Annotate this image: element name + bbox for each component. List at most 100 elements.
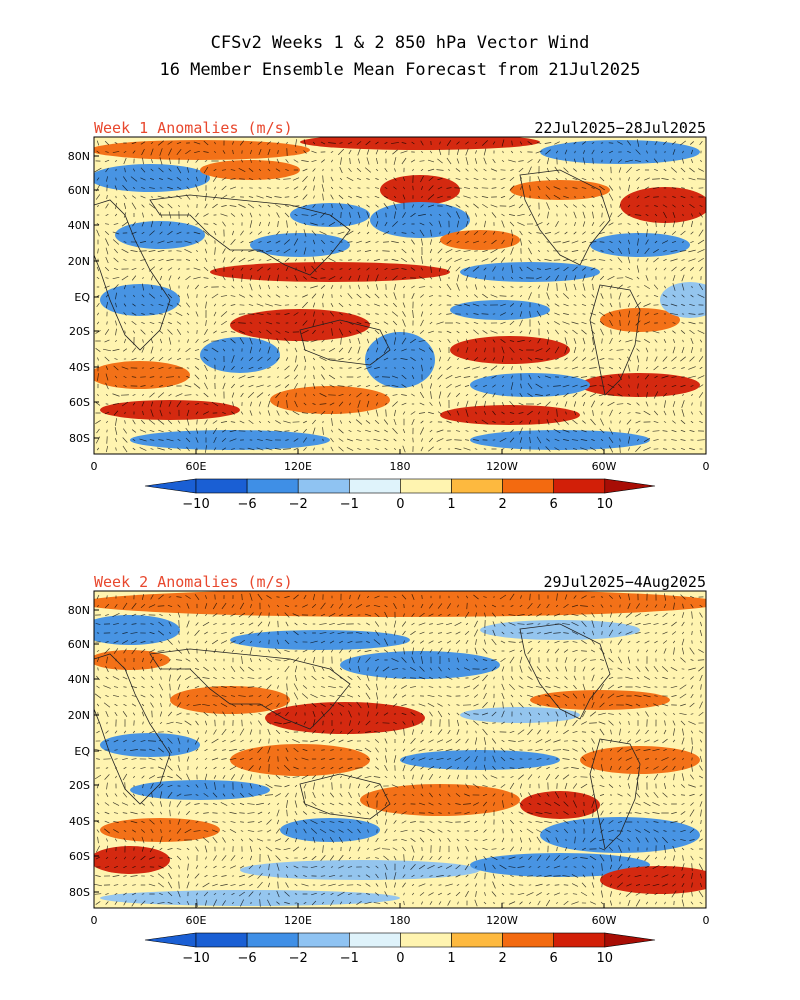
wind-vector <box>383 321 389 325</box>
wind-vector <box>303 222 307 226</box>
wind-vector <box>96 783 100 789</box>
wind-vector <box>340 157 342 165</box>
wind-vector <box>464 230 470 236</box>
wind-vector <box>285 187 289 189</box>
wind-vector <box>581 595 587 599</box>
wind-vector <box>366 304 370 306</box>
wind-vector <box>266 595 272 599</box>
wind-vector <box>366 338 370 344</box>
wind-vector <box>221 205 227 207</box>
wind-vector <box>437 186 443 190</box>
wind-vector <box>581 177 587 181</box>
wind-vector <box>698 229 704 237</box>
wind-vector <box>96 229 100 237</box>
wind-vector <box>94 167 102 173</box>
wind-vector <box>267 357 271 361</box>
wind-vector <box>150 338 154 344</box>
wind-vector <box>420 175 424 183</box>
wind-vector <box>150 828 154 834</box>
wind-vector <box>115 418 117 426</box>
wind-vector <box>112 239 120 245</box>
wind-vector <box>131 357 137 361</box>
wind-vector <box>283 420 291 424</box>
wind-vector <box>149 631 155 635</box>
wind-vector <box>637 364 639 372</box>
wind-vector <box>438 401 442 407</box>
wind-vector <box>536 892 542 896</box>
wind-vector <box>330 749 334 751</box>
wind-vector <box>483 737 487 745</box>
wind-vector <box>519 420 523 424</box>
wind-vector <box>510 421 514 423</box>
wind-vector <box>599 728 605 736</box>
wind-vector <box>258 612 262 618</box>
wind-vector <box>671 356 677 362</box>
wind-vector <box>194 873 200 879</box>
wind-vector <box>654 356 658 362</box>
wind-vector <box>681 304 685 306</box>
wind-vector <box>591 872 595 880</box>
wind-vector <box>582 756 586 762</box>
wind-vector <box>140 167 146 173</box>
wind-vector <box>574 221 576 227</box>
wind-vector <box>375 211 379 219</box>
wind-vector <box>421 238 423 246</box>
wind-vector <box>293 195 299 199</box>
wind-vector <box>294 874 298 878</box>
wind-vector <box>645 711 649 717</box>
wind-vector <box>555 774 559 780</box>
wind-vector <box>142 410 144 416</box>
wind-vector <box>249 712 253 716</box>
wind-vector <box>627 773 631 781</box>
wind-vector <box>457 649 459 653</box>
wind-vector <box>149 313 155 315</box>
wind-vector <box>690 603 694 609</box>
wind-vector <box>366 204 370 208</box>
wind-vector <box>592 809 594 817</box>
wind-vector <box>115 292 117 300</box>
wind-vector <box>257 231 263 235</box>
wind-vector <box>544 631 552 635</box>
wind-vector <box>321 865 325 869</box>
wind-vector <box>268 649 270 653</box>
wind-vector <box>203 711 209 717</box>
wind-vector <box>240 267 244 271</box>
wind-vector <box>582 157 586 165</box>
wind-vector <box>239 874 245 878</box>
wind-vector <box>646 392 648 398</box>
wind-vector <box>303 150 307 154</box>
wind-vector <box>357 758 361 760</box>
wind-vector <box>160 811 162 815</box>
wind-vector <box>175 393 183 397</box>
wind-vector <box>474 647 478 655</box>
wind-vector <box>636 640 640 644</box>
wind-vector <box>121 275 129 281</box>
wind-vector <box>463 447 471 451</box>
wind-vector <box>501 614 505 616</box>
wind-vector <box>627 223 631 225</box>
wind-vector <box>465 274 469 282</box>
wind-vector <box>465 838 469 842</box>
wind-vector <box>150 811 154 815</box>
wind-vector <box>589 259 597 261</box>
wind-vector <box>123 739 127 743</box>
wind-vector <box>627 286 631 288</box>
wind-vector <box>643 321 651 325</box>
wind-vector <box>267 294 271 298</box>
wind-vector <box>321 184 325 192</box>
wind-vector <box>491 239 497 245</box>
wind-vector <box>158 356 164 362</box>
wind-vector <box>447 648 451 654</box>
wind-vector <box>617 667 623 671</box>
wind-vector <box>429 321 433 325</box>
wind-vector <box>104 603 110 609</box>
wind-vector <box>455 178 461 180</box>
wind-vector <box>240 767 244 769</box>
wind-vector <box>214 393 216 397</box>
wind-vector <box>276 819 280 825</box>
wind-vector <box>374 303 380 307</box>
wind-vector <box>131 141 137 145</box>
wind-vector <box>265 675 273 681</box>
wind-vector <box>546 884 550 886</box>
wind-vector <box>330 666 334 672</box>
